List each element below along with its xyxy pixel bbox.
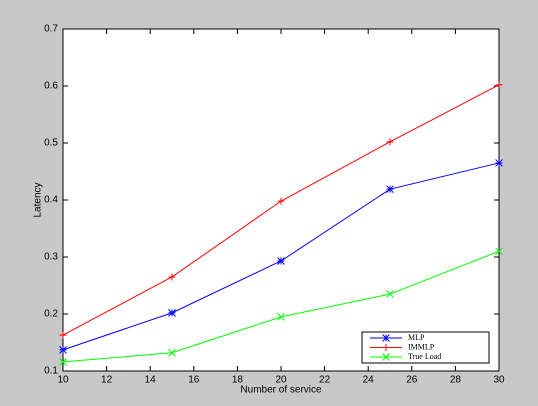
- marker: [277, 197, 285, 205]
- y-tick-label: 0.4: [44, 195, 58, 206]
- x-tick-label: 26: [406, 375, 418, 386]
- x-tick-label: 30: [493, 375, 505, 386]
- marker: [495, 247, 503, 256]
- marker: [495, 81, 503, 89]
- x-tick-label: 28: [450, 375, 462, 386]
- x-tick-label: 12: [101, 375, 113, 386]
- marker: [277, 257, 285, 265]
- marker: [386, 185, 394, 194]
- marker: [382, 353, 390, 361]
- marker: [168, 348, 176, 357]
- legend-label: True Load: [408, 352, 441, 361]
- legend-label: IMMLP: [408, 342, 435, 351]
- marker: [59, 331, 67, 339]
- y-tick-label: 0.2: [44, 309, 58, 320]
- x-tick-label: 24: [363, 375, 375, 386]
- x-tick-label: 10: [57, 375, 69, 386]
- marker: [382, 334, 390, 342]
- marker: [59, 358, 67, 366]
- x-tick-label: 22: [319, 375, 331, 386]
- marker: [59, 346, 67, 354]
- marker: [168, 273, 176, 281]
- x-tick-label: 16: [188, 375, 200, 386]
- marker: [277, 312, 285, 321]
- marker: [382, 344, 390, 351]
- y-tick-label: 0.3: [44, 252, 58, 263]
- y-tick-label: 0.6: [44, 81, 58, 92]
- x-tick-label: 14: [145, 375, 157, 386]
- marker: [168, 309, 176, 317]
- x-axis-label: Number of service: [240, 385, 322, 396]
- marker: [386, 290, 394, 298]
- y-tick-label: 0.1: [44, 366, 58, 377]
- y-tick-label: 0.5: [44, 138, 58, 149]
- y-axis-label: Latency: [33, 182, 44, 217]
- legend-label: MLP: [408, 333, 425, 342]
- y-tick-label: 0.7: [44, 24, 58, 35]
- x-tick-label: 18: [232, 375, 244, 386]
- marker: [495, 159, 503, 167]
- x-tick-label: 20: [275, 375, 287, 386]
- marker: [386, 138, 394, 146]
